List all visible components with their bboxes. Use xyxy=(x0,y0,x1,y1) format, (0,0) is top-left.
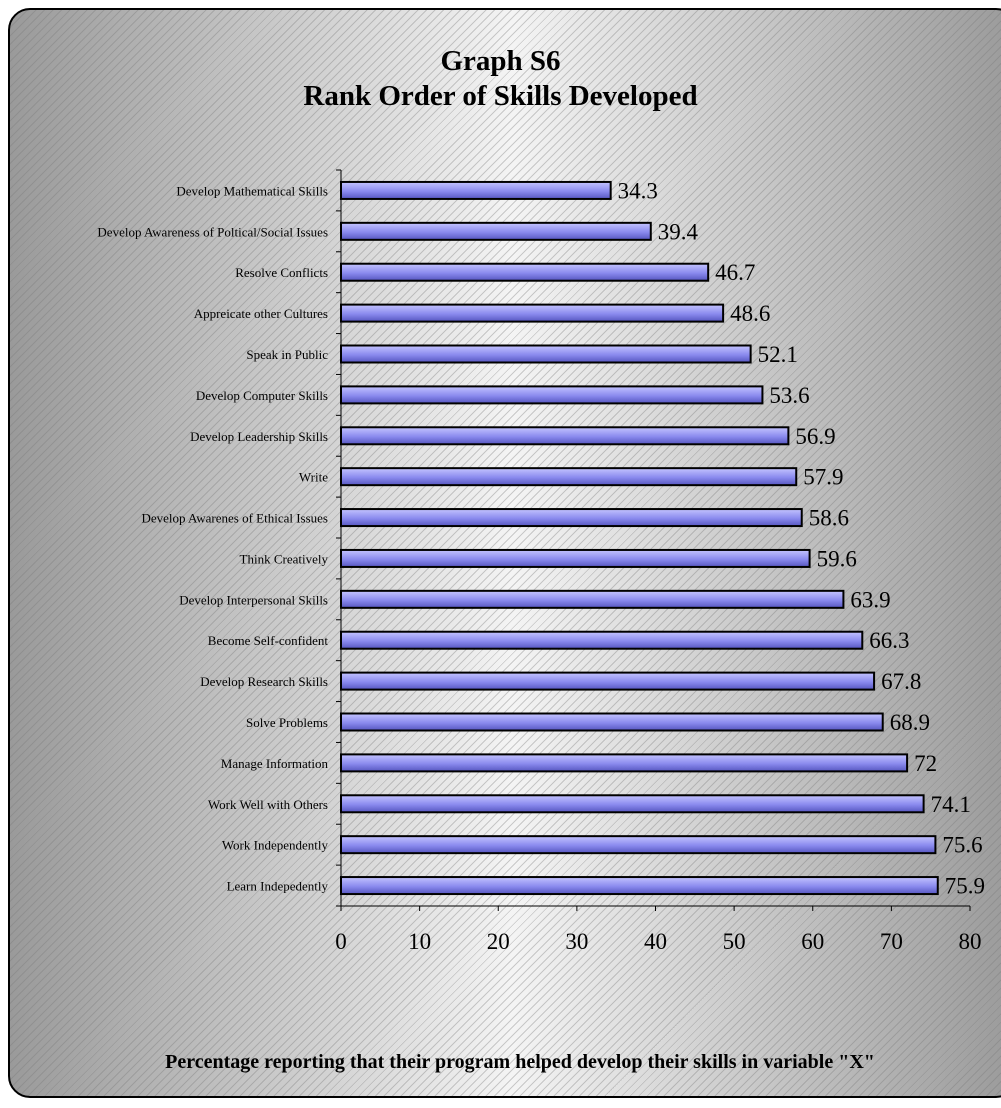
bar xyxy=(340,548,811,568)
x-tick-label: 30 xyxy=(565,929,588,954)
data-label: 34.3 xyxy=(618,178,658,203)
data-label: 52.1 xyxy=(758,342,798,367)
bar xyxy=(340,385,764,405)
category-label: Speak in Public xyxy=(246,347,328,362)
category-label: Think Creatively xyxy=(240,551,329,566)
category-label: Work Independently xyxy=(222,838,329,853)
data-label: 72 xyxy=(914,751,937,776)
data-label: 56.9 xyxy=(795,424,835,449)
bar xyxy=(340,794,925,814)
data-label: 68.9 xyxy=(890,710,930,735)
data-label: 39.4 xyxy=(658,219,699,244)
category-label: Develop Leadership Skills xyxy=(190,429,328,444)
category-label: Write xyxy=(299,470,328,485)
bar xyxy=(340,835,937,855)
bar xyxy=(340,344,752,364)
x-tick-label: 0 xyxy=(335,929,347,954)
x-tick-label: 70 xyxy=(880,929,903,954)
bar xyxy=(340,630,864,650)
category-label: Resolve Conflicts xyxy=(235,265,328,280)
x-axis-title: Percentage reporting that their program … xyxy=(165,1051,875,1073)
data-label: 74.1 xyxy=(931,792,971,817)
bar xyxy=(340,876,939,896)
bar xyxy=(340,671,876,691)
category-label: Develop Computer Skills xyxy=(196,388,328,403)
bar xyxy=(340,221,652,241)
category-label: Develop Mathematical Skills xyxy=(176,183,328,198)
category-label: Work Well with Others xyxy=(208,797,328,812)
bar xyxy=(340,180,612,200)
bar xyxy=(340,262,710,282)
bar xyxy=(340,467,798,487)
data-label: 57.9 xyxy=(803,465,843,490)
category-label: Become Self-confident xyxy=(208,633,329,648)
bar xyxy=(340,589,845,609)
x-tick-label: 60 xyxy=(801,929,824,954)
category-label: Develop Interpersonal Skills xyxy=(179,592,328,607)
x-tick-label: 80 xyxy=(959,929,982,954)
data-label: 59.6 xyxy=(817,546,857,571)
data-label: 58.6 xyxy=(809,506,849,531)
data-label: 63.9 xyxy=(850,587,890,612)
x-tick-label: 10 xyxy=(408,929,431,954)
x-tick-label: 40 xyxy=(644,929,667,954)
data-label: 67.8 xyxy=(881,669,921,694)
data-label: 53.6 xyxy=(769,383,809,408)
category-label: Manage Information xyxy=(221,756,329,771)
data-label: 75.9 xyxy=(945,874,985,899)
category-label: Appreicate other Cultures xyxy=(194,306,328,321)
bar xyxy=(340,426,790,446)
category-label: Develop Awareness of Poltical/Social Iss… xyxy=(97,224,328,239)
data-label: 46.7 xyxy=(715,260,755,285)
category-label: Learn Indepedently xyxy=(227,879,329,894)
bar xyxy=(340,303,725,323)
category-label: Develop Research Skills xyxy=(200,674,328,689)
data-label: 48.6 xyxy=(730,301,770,326)
category-label: Solve Problems xyxy=(246,715,328,730)
chart-title: Graph S6 xyxy=(440,45,561,77)
data-label: 75.6 xyxy=(942,833,982,858)
data-label: 66.3 xyxy=(869,628,909,653)
bar xyxy=(340,753,909,773)
bar xyxy=(340,712,884,732)
x-tick-label: 20 xyxy=(487,929,510,954)
bar xyxy=(340,508,803,528)
x-tick-label: 50 xyxy=(723,929,746,954)
category-label: Develop Awarenes of Ethical Issues xyxy=(141,511,328,526)
chart-subtitle: Rank Order of Skills Developed xyxy=(303,80,698,112)
